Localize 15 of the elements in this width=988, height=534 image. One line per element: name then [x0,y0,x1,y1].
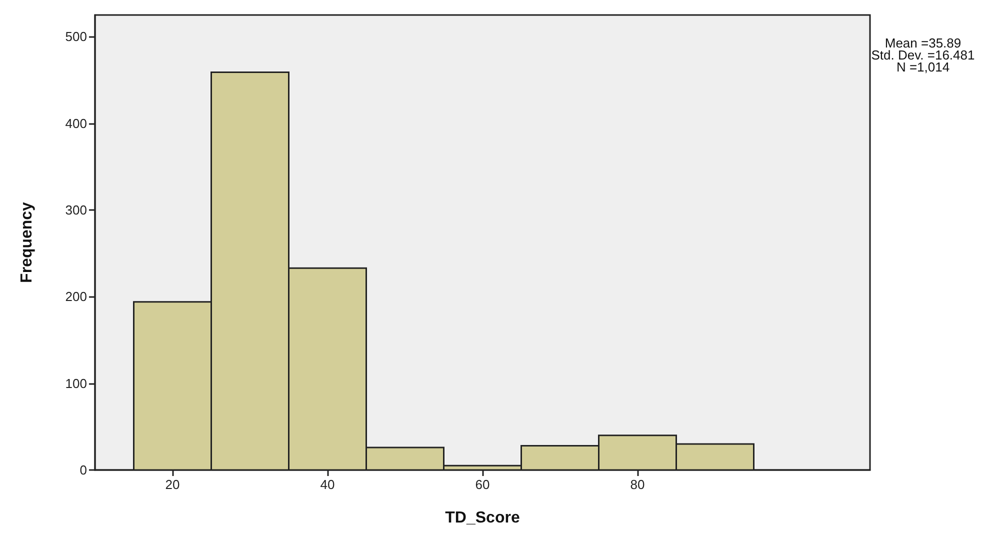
x-tick-label: 20 [165,477,180,492]
x-tick-label: 60 [475,477,490,492]
x-tick-label: 40 [320,477,335,492]
y-axis-title: Frequency [18,202,36,283]
y-tick-label: 400 [65,116,87,131]
y-tick-label: 100 [65,376,87,391]
x-axis-title: TD_Score [445,510,520,526]
text: N =1,014 [896,60,950,74]
y-tick-label: 500 [65,29,87,44]
text: Std. Dev. =16.481 [871,48,975,62]
y-tick-label: 0 [80,462,87,478]
y-tick-label: 300 [65,202,87,218]
text: Mean =35.89 [884,36,962,50]
x-tick-label: 80 [630,477,645,492]
y-tick-label: 200 [65,289,87,304]
